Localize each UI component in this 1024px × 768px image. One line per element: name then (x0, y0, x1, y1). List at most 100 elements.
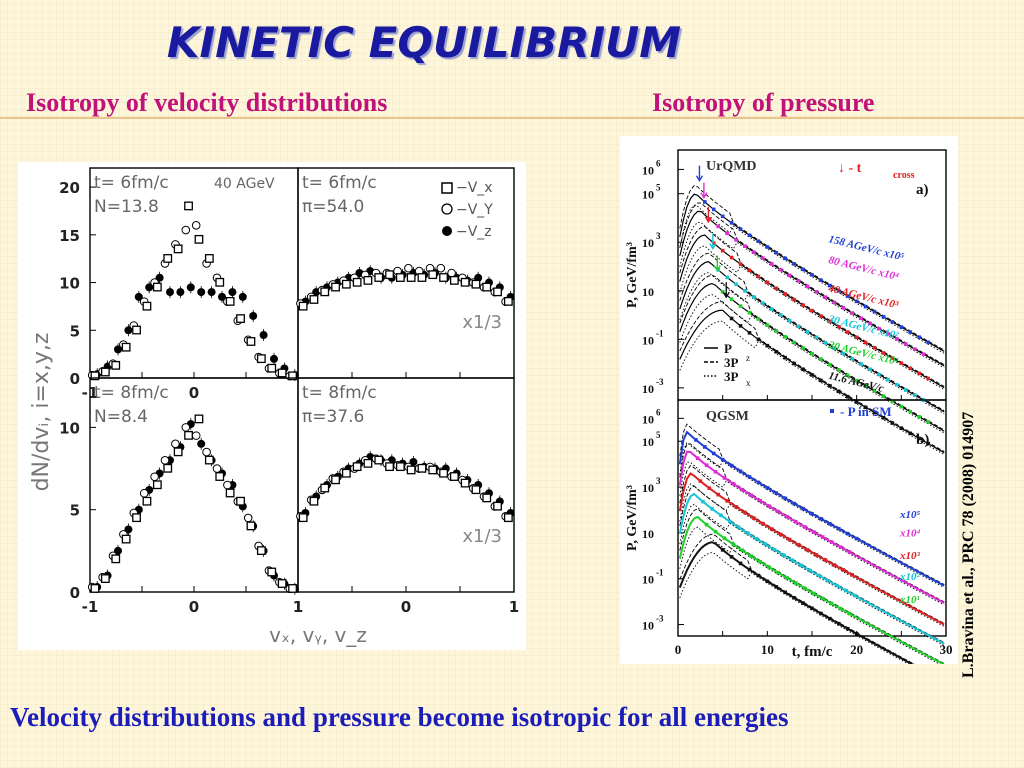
point-vy (404, 263, 413, 273)
subplot-time-label: t= 6fm/c (94, 173, 169, 193)
x-tick-label: 1 (293, 598, 303, 616)
point-vz (186, 283, 195, 292)
velocity-legend: −V_x −V_Y −V_z (441, 180, 493, 240)
series-point (853, 593, 857, 598)
series-label: x10³ (899, 550, 921, 562)
series-point (912, 393, 917, 397)
point-vx (246, 521, 256, 531)
point-vx (439, 273, 448, 282)
series-point (783, 590, 787, 595)
series-point (854, 400, 859, 404)
legend-text-vx: V_x (468, 180, 493, 196)
series-point (837, 621, 841, 626)
series-point (778, 267, 783, 272)
point-vx (374, 273, 384, 282)
point-vx (90, 584, 100, 593)
series-point (770, 527, 774, 531)
y-tick-exponent: 3 (656, 476, 661, 486)
series-point (767, 504, 771, 508)
series-point (707, 486, 712, 490)
y-tick-label: 10 (642, 619, 654, 633)
series-point (868, 321, 872, 326)
series-point (720, 289, 725, 294)
series-point (803, 525, 807, 529)
series-point (752, 516, 756, 520)
x-tick-label: -1 (82, 598, 99, 616)
point-vx (352, 462, 362, 472)
series-point (734, 238, 738, 242)
series-point (810, 606, 814, 611)
series-point (778, 313, 783, 317)
point-vx (503, 296, 513, 306)
series-point (850, 573, 854, 577)
series-point (926, 340, 930, 345)
series-point (794, 581, 798, 585)
series-point (814, 553, 819, 557)
point-vx (142, 496, 152, 506)
series-point (747, 268, 752, 273)
series-point (731, 482, 736, 486)
point-vx (246, 337, 256, 346)
point-vz (249, 311, 258, 320)
y-tick-label: 10 (642, 481, 654, 495)
point-vx (341, 468, 351, 478)
point-vx (395, 462, 405, 472)
curve-3px (679, 441, 945, 588)
y-tick-label: 10 (642, 333, 654, 347)
series-point (801, 367, 805, 372)
series-point (837, 389, 841, 394)
series-point (774, 585, 779, 589)
curve-3pz (679, 443, 945, 603)
point-vx (184, 201, 193, 211)
series-point (774, 349, 779, 354)
series-point (783, 335, 787, 339)
series-point (796, 324, 801, 329)
series-point (694, 438, 698, 442)
series-point (776, 570, 780, 575)
series-point (828, 362, 832, 367)
series-point (859, 316, 863, 321)
legend-label-vx: −V_x (456, 180, 493, 196)
x-tick-label: 30 (940, 642, 953, 657)
legend-subscript: x (746, 378, 751, 388)
series-point (805, 330, 810, 334)
series-point (754, 536, 759, 541)
legend-marker-vx (441, 182, 453, 194)
point-vx (152, 282, 162, 292)
series-point (743, 244, 747, 248)
series-point (850, 356, 854, 361)
point-vx (184, 430, 193, 440)
point-vx (341, 279, 351, 289)
series-point (823, 295, 828, 299)
series-point (728, 519, 732, 524)
series-point (720, 214, 725, 219)
y-tick-exponent: 5 (656, 183, 661, 193)
series-point (796, 279, 801, 283)
point-vx (100, 574, 110, 583)
x-tick-label: 10 (761, 642, 774, 657)
point-vx (471, 279, 481, 289)
point-vz (238, 292, 247, 301)
series-point (796, 542, 801, 547)
pressure-y-axis-label: P, GeV/fm³ (625, 242, 640, 308)
series-point (747, 310, 752, 315)
y-tick-label: 10 (642, 527, 654, 541)
series-point (817, 573, 821, 578)
y-tick-label: 5 (70, 502, 80, 520)
point-vx (482, 282, 492, 292)
series-point (904, 342, 908, 346)
series-point (819, 357, 823, 361)
y-tick-label: 10 (59, 419, 80, 437)
x-tick-label: 1 (509, 598, 519, 616)
subplot-multiplicity-label: π=54.0 (302, 197, 364, 217)
point-vx (194, 414, 204, 424)
series-point (845, 294, 850, 298)
point-vx (503, 513, 513, 523)
series-point (820, 596, 825, 601)
series-point (774, 250, 779, 255)
legend-marker-vy (441, 203, 453, 215)
series-point (832, 346, 837, 350)
